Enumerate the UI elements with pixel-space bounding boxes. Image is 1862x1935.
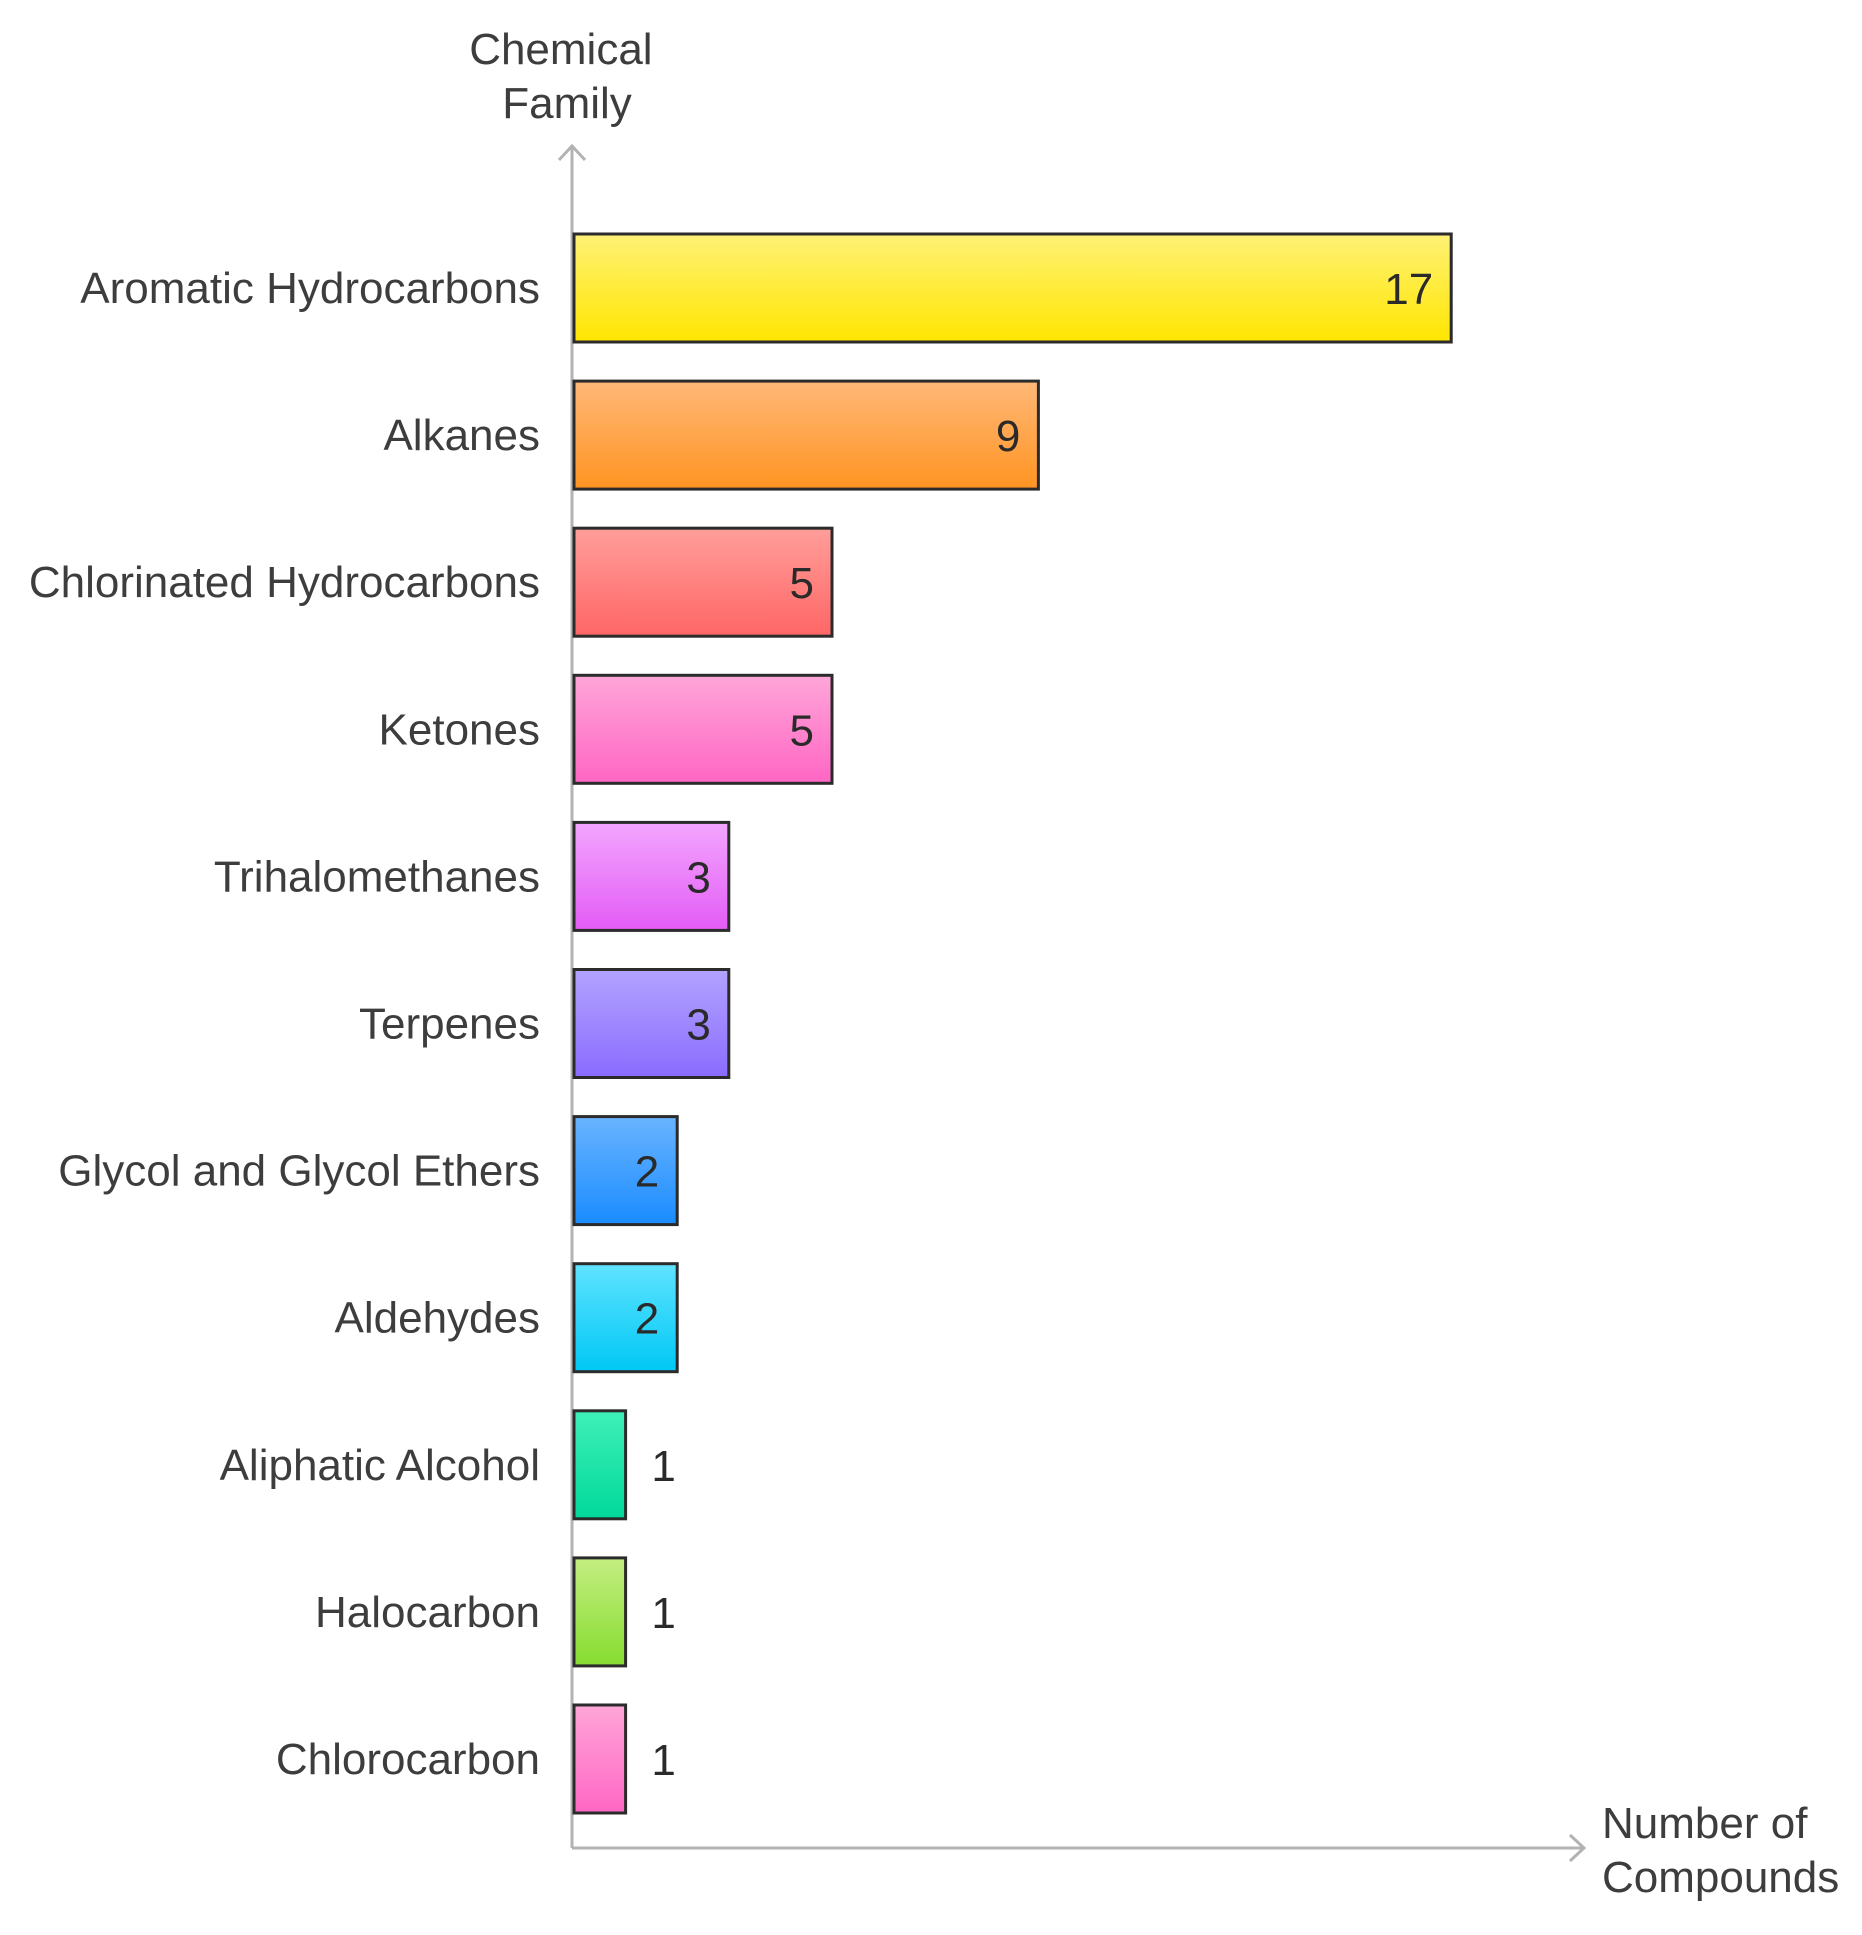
y-axis-arrow-icon (557, 143, 587, 162)
category-label-aldehydes: Aldehydes (335, 1294, 540, 1343)
bar-terpenes (572, 968, 731, 1079)
bar-ketones (572, 673, 834, 785)
value-label-halocarbon: 1 (651, 1589, 675, 1638)
value-label-aldehydes: 2 (635, 1295, 659, 1344)
category-label-aromatic-hydrocarbons: Aromatic Hydrocarbons (80, 264, 540, 313)
category-label-aliphatic-alcohol: Aliphatic Alcohol (220, 1441, 540, 1490)
category-label-terpenes: Terpenes (359, 1000, 540, 1049)
category-label-glycol-and-glycol-ethers: Glycol and Glycol Ethers (58, 1147, 540, 1196)
value-labels: 17 9 5 5 3 3 2 2 1 1 1 (635, 265, 1433, 1785)
bar-chlorinated-hydrocarbons (572, 526, 834, 638)
y-axis-title: Chemical Family (469, 25, 665, 128)
bar-aliphatic-alcohol (572, 1409, 628, 1521)
bar-chlorocarbon (572, 1703, 628, 1815)
y-axis-title-line-1: Chemical (469, 25, 652, 74)
bar-aldehydes (572, 1262, 679, 1374)
category-labels: Aromatic Hydrocarbons Alkanes Chlorinated … (29, 264, 540, 1784)
y-axis-title-line-2: Family (502, 79, 632, 128)
axes (557, 143, 1587, 1863)
value-label-trihalomethanes: 3 (686, 853, 710, 902)
value-label-aromatic-hydrocarbons: 17 (1384, 265, 1433, 314)
bar-trihalomethanes (572, 820, 731, 932)
bar-halocarbon (572, 1556, 628, 1668)
x-axis-title-line-1: Number of (1602, 1799, 1808, 1848)
category-label-ketones: Ketones (379, 705, 540, 754)
value-label-chlorinated-hydrocarbons: 5 (790, 559, 814, 608)
category-label-alkanes: Alkanes (383, 411, 540, 460)
x-axis-arrow-icon (1568, 1833, 1587, 1863)
value-label-terpenes: 3 (686, 1001, 710, 1050)
bar-alkanes (572, 379, 1040, 491)
bar-aromatic-hydrocarbons (572, 232, 1453, 344)
category-label-chlorinated-hydrocarbons: Chlorinated Hydrocarbons (29, 558, 540, 607)
x-axis-title: Number of Compounds (1602, 1799, 1839, 1902)
bar-glycol-and-glycol-ethers (572, 1115, 679, 1227)
category-label-halocarbon: Halocarbon (315, 1588, 540, 1637)
value-label-glycol-and-glycol-ethers: 2 (635, 1148, 659, 1197)
value-label-aliphatic-alcohol: 1 (651, 1442, 675, 1491)
value-label-ketones: 5 (790, 706, 814, 755)
bars (572, 232, 1453, 1815)
x-axis-title-line-2: Compounds (1602, 1853, 1839, 1902)
category-label-chlorocarbon: Chlorocarbon (276, 1735, 540, 1784)
value-label-chlorocarbon: 1 (651, 1736, 675, 1785)
value-label-alkanes: 9 (996, 412, 1020, 461)
category-label-trihalomethanes: Trihalomethanes (214, 852, 540, 901)
